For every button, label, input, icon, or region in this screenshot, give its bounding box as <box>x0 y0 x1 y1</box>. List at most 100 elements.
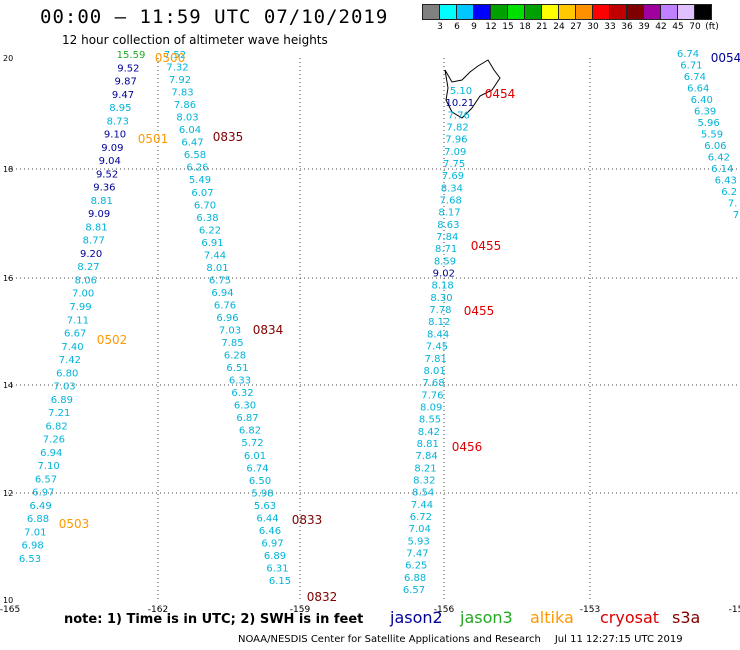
wave-height-value: 6.88 <box>404 573 426 584</box>
wave-height-value: 6.71 <box>680 61 702 72</box>
wave-height-value: 5.49 <box>189 175 211 186</box>
wave-height-value: 6.04 <box>179 125 201 136</box>
wave-height-value: 7.84 <box>436 232 458 243</box>
wave-height-value: 6.33 <box>229 376 251 387</box>
wave-height-value: 7.68 <box>440 196 462 207</box>
wave-height-value: 6.42 <box>708 153 730 164</box>
colorbar-swatch <box>558 4 576 20</box>
wave-height-value: 8.71 <box>435 244 457 255</box>
wave-height-value: 7.68 <box>422 378 444 389</box>
wave-height-value: 6.75 <box>209 275 231 286</box>
wave-height-value: 6.25 <box>405 561 427 572</box>
wave-height-value: 10.21 <box>446 98 475 109</box>
wave-height-value: 6.46 <box>259 526 281 537</box>
colorbar-label: 39 <box>638 22 650 32</box>
wave-height-value: 7.52 <box>164 50 186 61</box>
wave-height-value: 7.11 <box>67 315 89 326</box>
pass-time-label: 0454 <box>485 87 516 101</box>
legend-altika: altika <box>530 608 574 627</box>
wave-height-value: 8.12 <box>428 317 450 328</box>
wave-height-value: 8.06 <box>75 275 97 286</box>
pass-time-label: 0455 <box>464 304 495 318</box>
wave-height-value: 6.06 <box>704 141 726 152</box>
wave-height-value: 7.45 <box>426 342 448 353</box>
wave-height-value: 8.59 <box>434 256 456 267</box>
colorbar-swatch <box>592 4 610 20</box>
wave-height-value: 6.91 <box>201 238 223 249</box>
note-text: note: 1) Time is in UTC; 2) SWH is in fe… <box>64 612 364 627</box>
wave-height-value: 6.43 <box>715 176 737 187</box>
colorbar-swatch <box>473 4 491 20</box>
wave-height-value: 7.96 <box>445 135 467 146</box>
wave-height-value: 6.82 <box>239 426 261 437</box>
wave-height-value: 7.21 <box>48 408 70 419</box>
map-subtitle: 12 hour collection of altimeter wave hei… <box>62 33 328 47</box>
wave-height-value: 7.76 <box>421 390 443 401</box>
wave-height-value: 6.53 <box>19 554 41 565</box>
colorbar-swatch <box>456 4 474 20</box>
wave-height-value: 6.01 <box>244 451 266 462</box>
wave-height-value: 6.49 <box>29 501 51 512</box>
pass-time-label: 0834 <box>253 323 284 337</box>
wave-height-value: 8.73 <box>107 116 129 127</box>
colorbar-swatch <box>507 4 525 20</box>
wave-height-value: 7.44 <box>411 500 433 511</box>
colorbar-swatch <box>660 4 678 20</box>
wave-height-value: 6.87 <box>236 413 258 424</box>
coastline <box>444 59 501 119</box>
colorbar-swatch <box>490 4 508 20</box>
pass-time-label: 0832 <box>307 590 338 604</box>
colorbar-label: 3 <box>437 22 443 32</box>
colorbar-swatch <box>439 4 457 20</box>
wave-height-value: 6.98 <box>22 541 44 552</box>
wave-height-value: 6.58 <box>184 150 206 161</box>
legend-cryosat: cryosat <box>600 608 660 627</box>
wave-height-value: 6.67 <box>64 329 86 340</box>
longitude-tick-label: -156 <box>434 605 455 615</box>
wave-height-value: 6.89 <box>264 551 286 562</box>
wave-height-value: 9.52 <box>96 169 118 180</box>
colorbar-label: 15 <box>502 22 514 32</box>
pass-time-label: 0054 <box>711 51 740 65</box>
wave-height-value: 8.32 <box>413 475 435 486</box>
wave-height-value: 8.55 <box>419 415 441 426</box>
longitude-tick-label: -165 <box>0 605 20 615</box>
wave-height-value: 7.32 <box>166 63 188 74</box>
latitude-tick-label: 16 <box>3 274 13 283</box>
wave-height-value: 6.32 <box>231 388 253 399</box>
wave-height-value: 7.82 <box>446 123 468 134</box>
colorbar-label: 6 <box>454 22 460 32</box>
wave-height-value: 8.27 <box>77 262 99 273</box>
wave-height-value: 7.86 <box>174 100 196 111</box>
wave-height-value: 9.20 <box>80 249 102 260</box>
wave-height-value: 7 <box>733 210 739 221</box>
wave-height-value: 6.97 <box>32 488 54 499</box>
wave-height-value: 5.98 <box>251 488 273 499</box>
wave-height-value: 8.01 <box>206 263 228 274</box>
legend-jason2: jason2 <box>390 608 443 627</box>
wave-height-value: 6.57 <box>403 585 425 596</box>
wave-height-value: 8.01 <box>424 366 446 377</box>
wave-height-value: 9.10 <box>104 130 126 141</box>
colorbar-label: 36 <box>621 22 633 32</box>
wave-height-value: 7.00 <box>72 289 94 300</box>
wave-height-value: 6.28 <box>224 351 246 362</box>
colorbar-labels: 3 6 9 12 15 18 21 24 27 30 33 36 39 42 45 70 (ft) <box>422 20 740 34</box>
colorbar-label: 18 <box>519 22 531 32</box>
wave-height-value: 7. <box>728 199 738 210</box>
colorbar-label: 27 <box>570 22 582 32</box>
wave-height-value: 9.02 <box>433 269 455 280</box>
wave-height-value: 7.03 <box>53 382 75 393</box>
wave-height-value: 6.70 <box>194 200 216 211</box>
wave-height-value: 8.42 <box>418 427 440 438</box>
wave-height-value: 6.82 <box>45 421 67 432</box>
wave-height-value: 9.87 <box>115 77 137 88</box>
wave-height-value: 7.09 <box>444 147 466 158</box>
wave-height-value: 5.93 <box>407 536 429 547</box>
wave-height-value: 6.15 <box>269 576 291 587</box>
wave-height-value: 6.76 <box>214 300 236 311</box>
pass-time-label: 0500 <box>155 51 186 65</box>
wave-height-value: 6.96 <box>216 313 238 324</box>
wave-height-value: 7.69 <box>442 171 464 182</box>
wave-height-value: 6.64 <box>687 84 709 95</box>
